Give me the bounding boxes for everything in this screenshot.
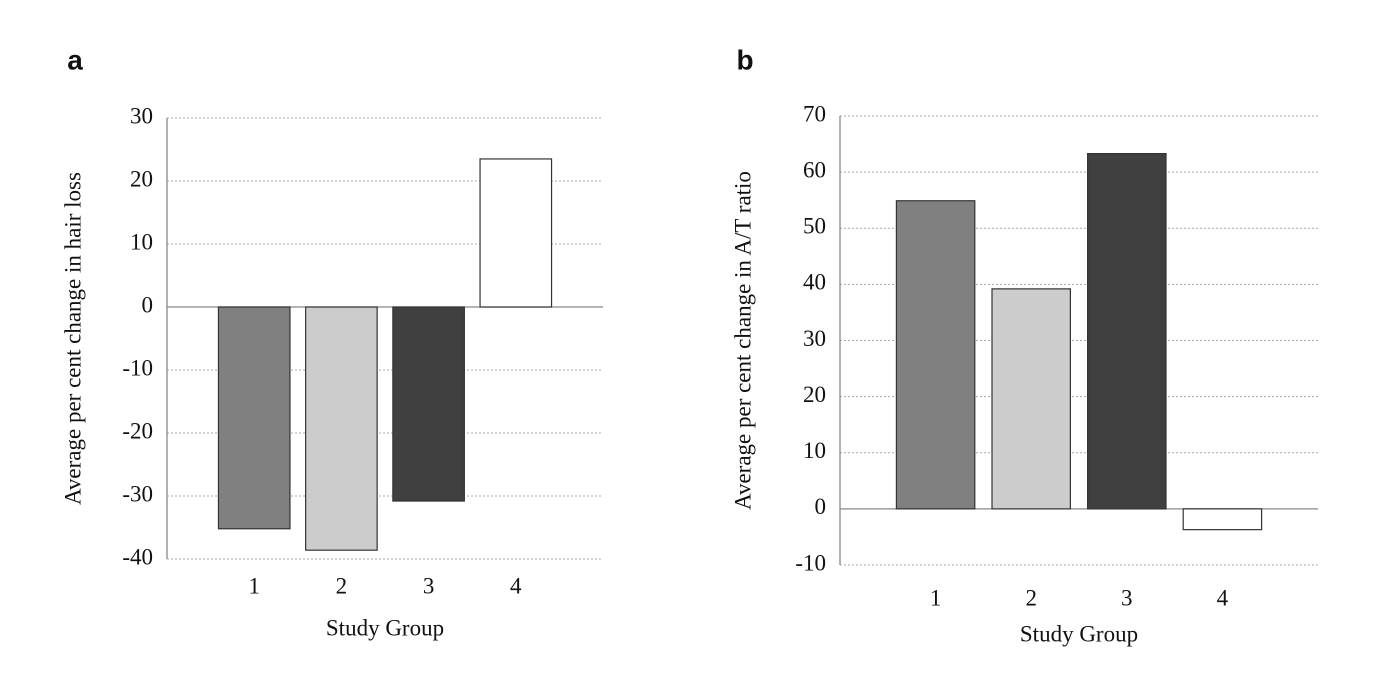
y-tick-label: 10 [803, 438, 826, 463]
y-tick-label: 20 [803, 382, 826, 407]
x-tick-label: 1 [930, 585, 942, 610]
y-tick-label: 0 [815, 494, 827, 519]
y-tick-label: 30 [130, 103, 153, 128]
bar [1087, 153, 1167, 510]
y-tick-label: -20 [122, 418, 153, 443]
x-tick-label: 3 [423, 573, 435, 598]
y-tick-label: -30 [122, 481, 153, 506]
x-tick-label: 2 [336, 573, 348, 598]
x-tick-label: 3 [1121, 585, 1133, 610]
x-axis-label: Study Group [326, 615, 444, 640]
y-tick-label: -10 [795, 550, 826, 575]
bar [392, 306, 465, 502]
y-tick-label: 20 [130, 166, 153, 191]
panel-label: a [67, 44, 83, 75]
x-axis-label: Study Group [1020, 621, 1138, 646]
y-tick-label: 30 [803, 326, 826, 351]
y-tick-label: 70 [803, 101, 826, 126]
y-tick-label: 10 [130, 229, 153, 254]
bar [991, 288, 1071, 510]
bar [217, 306, 291, 530]
y-tick-label: 0 [142, 292, 154, 317]
bar [895, 200, 976, 510]
panel-label: b [736, 44, 753, 75]
bar [305, 306, 378, 551]
bar [1182, 508, 1263, 531]
y-tick-label: 40 [803, 270, 826, 295]
y-tick-label: -10 [122, 355, 153, 380]
y-axis-label: Average per cent change in A/T ratio [730, 171, 755, 510]
y-tick-label: 50 [803, 214, 826, 239]
y-tick-label: -40 [122, 544, 153, 569]
y-tick-label: 60 [803, 157, 826, 182]
x-tick-label: 1 [248, 573, 260, 598]
x-tick-label: 4 [510, 573, 522, 598]
x-tick-label: 2 [1025, 585, 1037, 610]
bar [479, 158, 553, 308]
x-tick-label: 4 [1217, 585, 1229, 610]
y-axis-label: Average per cent change in hair loss [60, 172, 85, 505]
